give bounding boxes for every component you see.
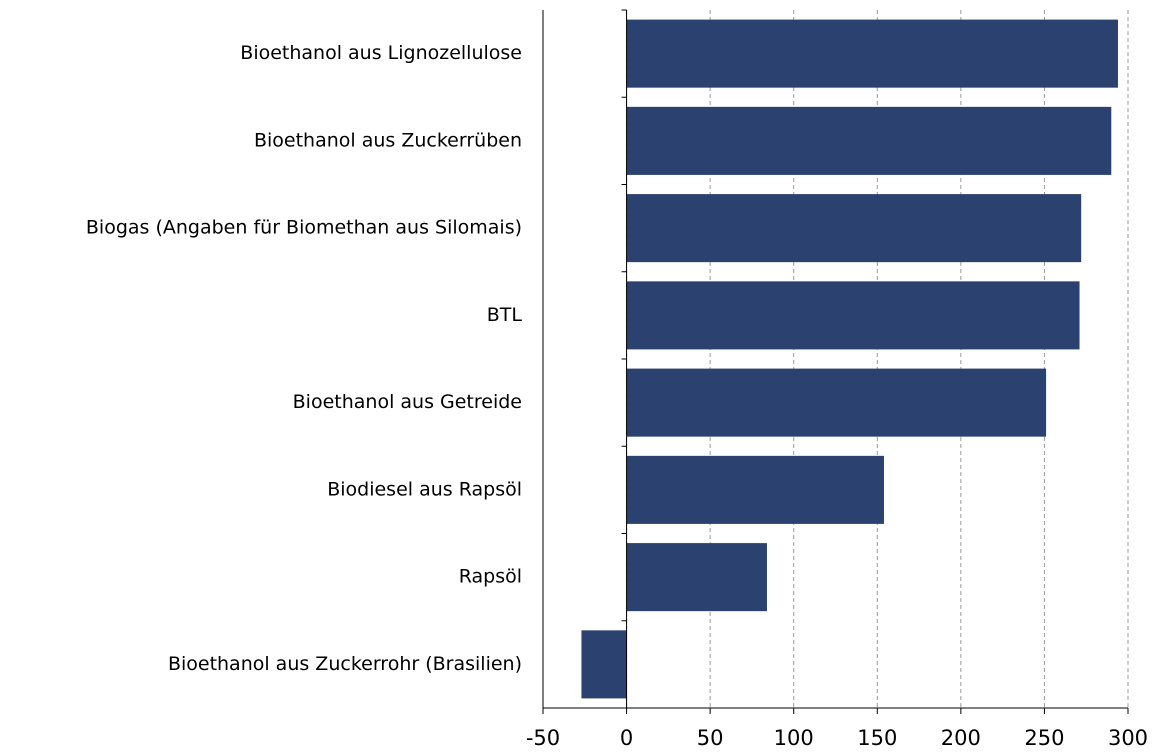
- y-tick-label: Bioethanol aus Zuckerrüben: [254, 129, 522, 151]
- bar: [626, 368, 1047, 437]
- x-tick-label: 150: [857, 726, 897, 750]
- bar: [626, 194, 1082, 263]
- bar: [626, 455, 884, 524]
- x-tick-label: 200: [941, 726, 981, 750]
- y-tick-label: Biogas (Angaben für Biomethan aus Siloma…: [86, 217, 522, 239]
- x-tick-label: 0: [620, 726, 633, 750]
- y-tick-label: BTL: [487, 304, 523, 326]
- bar: [626, 106, 1112, 175]
- bar: [626, 543, 767, 612]
- y-tick-label: Bioethanol aus Lignozellulose: [240, 42, 522, 64]
- bar: [626, 19, 1118, 88]
- x-tick-label: 250: [1024, 726, 1064, 750]
- y-tick-label: Bioethanol aus Zuckerrohr (Brasilien): [168, 653, 522, 675]
- y-tick-label: Biodiesel aus Rapsöl: [327, 478, 522, 500]
- x-tick-label: 50: [697, 726, 724, 750]
- y-tick-label: Bioethanol aus Getreide: [293, 391, 522, 413]
- y-tick-label: Rapsöl: [459, 566, 522, 588]
- bar: [581, 630, 627, 699]
- bar: [626, 281, 1080, 350]
- x-tick-label: 300: [1108, 726, 1148, 750]
- x-tick-label: -50: [526, 726, 560, 750]
- x-tick-label: 100: [774, 726, 814, 750]
